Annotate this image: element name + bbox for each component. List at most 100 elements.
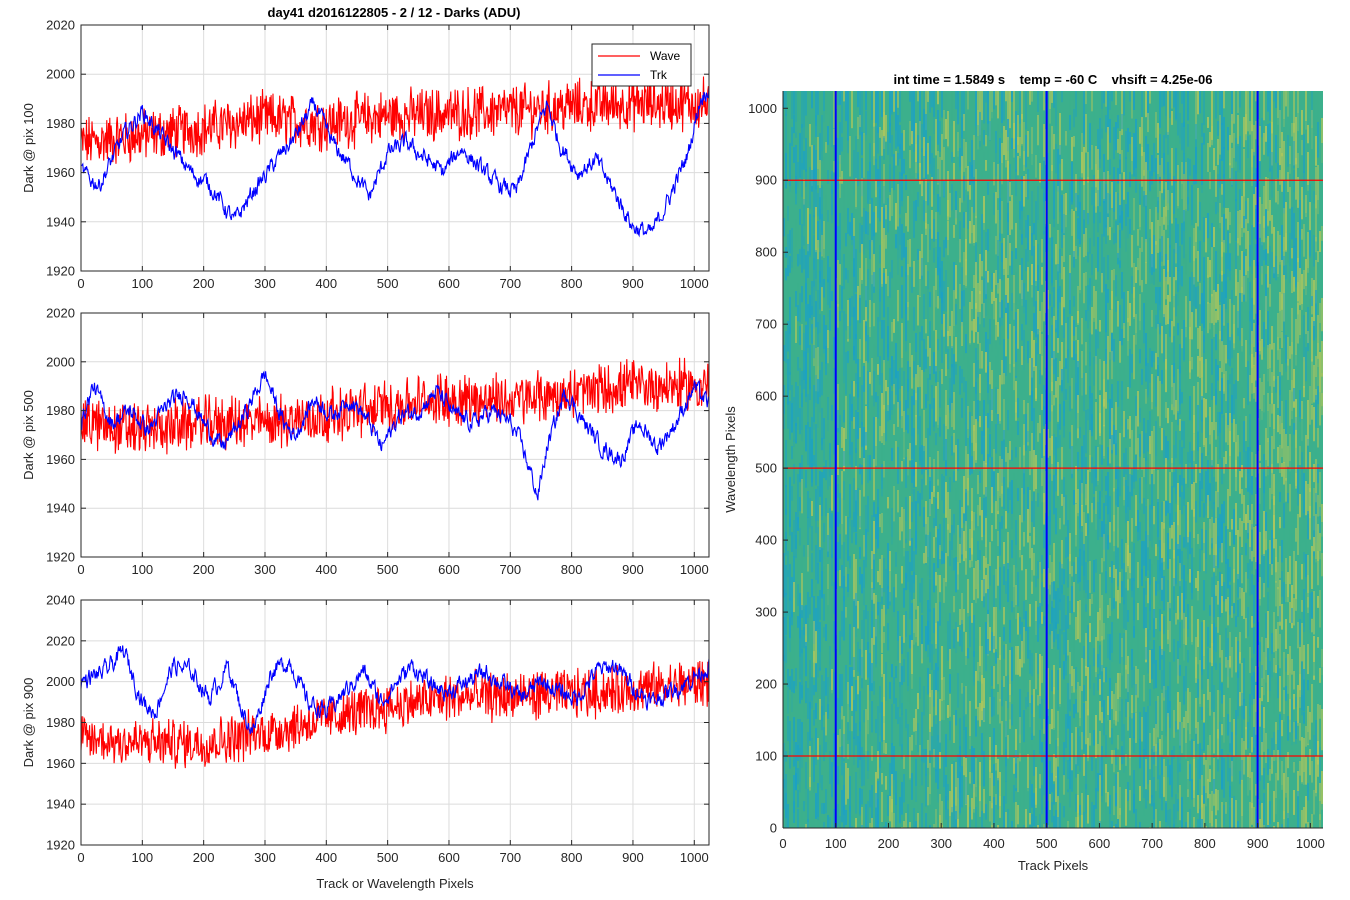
heatmap-streak [813, 782, 815, 796]
heatmap-streak [1027, 754, 1029, 792]
heatmap-streak [859, 464, 861, 475]
heatmap-streak [857, 562, 859, 590]
heatmap-streak [947, 621, 949, 661]
heatmap-streak [1033, 793, 1035, 827]
heatmap-streak [1187, 179, 1189, 191]
heatmap-streak [901, 461, 903, 482]
heatmap-streak [1141, 311, 1143, 327]
heatmap-streak [831, 598, 833, 619]
heatmap-streak [945, 711, 947, 728]
heatmap-streak [871, 91, 873, 129]
heatmap-streak [1051, 91, 1053, 103]
heatmap-streak [1159, 349, 1161, 370]
heatmap-streak [939, 664, 941, 685]
heatmap-streak [1117, 115, 1119, 129]
heatmap-streak [899, 368, 901, 390]
heatmap-streak [915, 709, 917, 746]
heatmap-streak [1173, 578, 1175, 625]
heatmap-streak [1107, 674, 1109, 718]
heatmap-streak [1061, 117, 1063, 152]
heatmap-streak [891, 300, 893, 326]
heatmap-streak [1123, 633, 1125, 665]
heatmap-streak [859, 606, 861, 651]
heatmap-streak [995, 607, 997, 650]
heatmap-streak [849, 183, 851, 212]
heatmap-streak [977, 475, 979, 495]
heatmap-streak [1121, 638, 1123, 676]
heatmap-streak [1129, 573, 1131, 586]
heatmap-streak [929, 693, 931, 730]
heatmap-streak [1049, 294, 1051, 306]
heatmap-streak [1165, 732, 1167, 760]
heatmap-streak [1023, 667, 1025, 693]
heatmap-streak [1051, 670, 1053, 692]
y-tick-label: 2000 [46, 674, 75, 689]
heatmap-streak [1035, 742, 1037, 761]
heatmap-streak [805, 138, 807, 172]
heatmap-streak [1145, 136, 1147, 179]
heatmap-streak [1019, 490, 1021, 532]
heatmap-streak [985, 622, 987, 672]
heatmap-streak [921, 615, 923, 659]
heatmap-streak [1071, 91, 1073, 102]
heatmap-streak [1037, 115, 1039, 146]
heatmap-streak [783, 414, 785, 435]
heatmap-streak [879, 356, 881, 385]
heatmap-streak [1165, 334, 1167, 370]
heatmap-streak [1117, 629, 1119, 649]
heatmap-streak [1121, 272, 1123, 299]
heatmap-streak [1119, 808, 1121, 828]
heatmap-streak [811, 817, 813, 828]
heatmap-streak [1145, 91, 1147, 118]
heatmap-streak [1073, 582, 1075, 613]
heatmap-streak [1023, 400, 1025, 415]
heatmap-streak [1065, 323, 1067, 360]
heatmap-streak [929, 188, 931, 216]
x-tick-label: 400 [315, 276, 337, 291]
heatmap-streak [1047, 709, 1049, 725]
heatmap-streak [977, 707, 979, 721]
heatmap-streak [1015, 223, 1017, 249]
heatmap-streak [1133, 381, 1135, 422]
heatmap-streak [1101, 746, 1103, 780]
heatmap-streak [1005, 479, 1007, 514]
heatmap-streak [1027, 296, 1029, 310]
heatmap-streak [1165, 690, 1167, 737]
heatmap-streak [949, 745, 951, 784]
heatmap-streak [845, 696, 847, 727]
heatmap-streak [943, 110, 945, 140]
heatmap-streak [945, 641, 947, 674]
heatmap-streak [957, 754, 959, 799]
heatmap-streak [865, 111, 867, 141]
heatmap-streak [1087, 350, 1089, 393]
heatmap-streak [1105, 412, 1107, 460]
heatmap-streak [917, 653, 919, 673]
heatmap-streak [949, 289, 951, 311]
heatmap-streak [947, 200, 949, 217]
heatmap-streak [1013, 123, 1015, 158]
heatmap-streak [833, 260, 835, 274]
heatmap-streak [1107, 171, 1109, 214]
heatmap-streak [839, 770, 841, 792]
heatmap-streak [869, 143, 871, 177]
heatmap-streak [1135, 416, 1137, 455]
heatmap-streak [809, 295, 811, 329]
heatmap-streak [911, 194, 913, 219]
heatmap-streak [875, 446, 877, 493]
heatmap-streak [857, 453, 859, 470]
heatmap-streak [855, 466, 857, 501]
heatmap-streak [797, 225, 799, 241]
heatmap-streak [1131, 235, 1133, 268]
heatmap-streak [825, 712, 827, 736]
heatmap-streak [959, 198, 961, 213]
heatmap-streak [1161, 326, 1163, 354]
heatmap-streak [831, 189, 833, 224]
heatmap-streak [1115, 151, 1117, 199]
heatmap-streak [843, 576, 845, 602]
heatmap-streak [1189, 809, 1191, 828]
heatmap-streak [1141, 280, 1143, 293]
heatmap-streak [909, 593, 911, 620]
heatmap-streak [1051, 631, 1053, 649]
heatmap-streak [1089, 561, 1091, 593]
heatmap-streak [887, 405, 889, 422]
